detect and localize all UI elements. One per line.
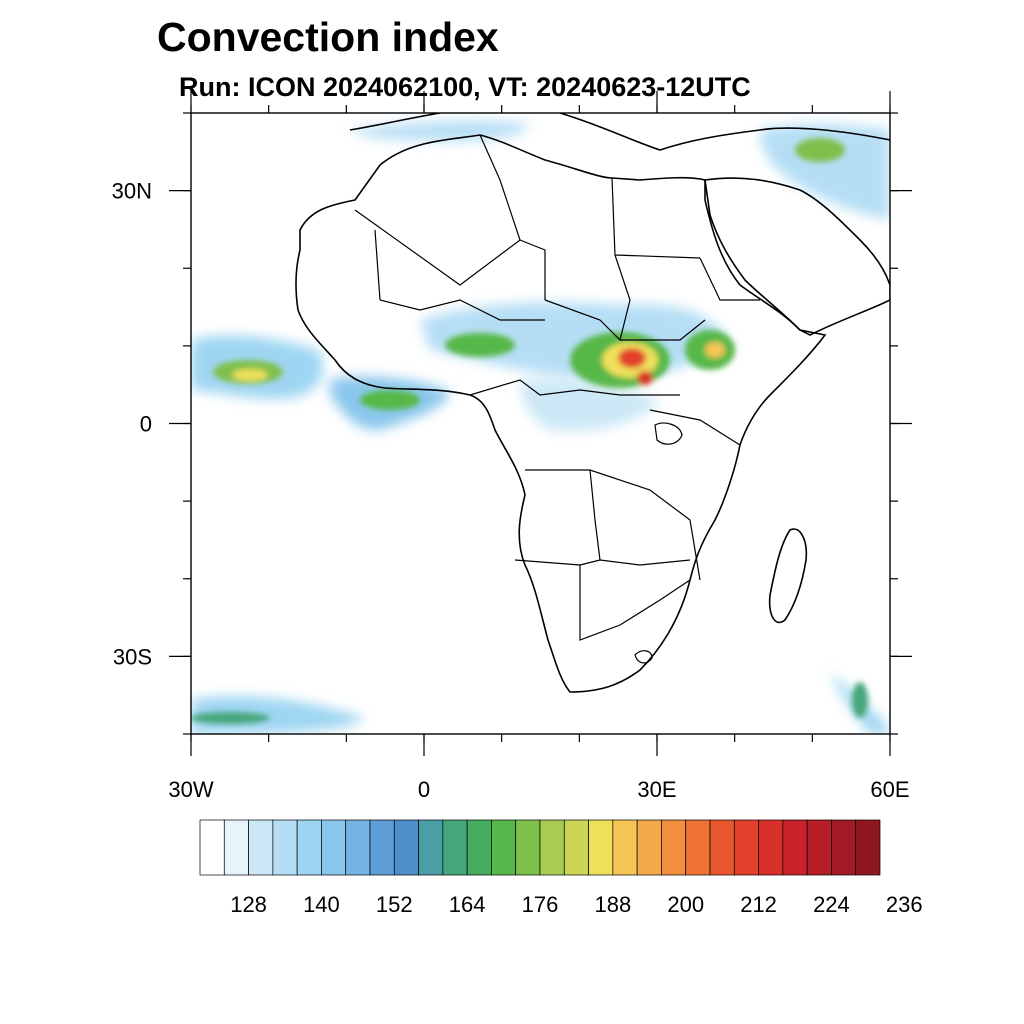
colorbar-swatch [418, 819, 444, 876]
colorbar-swatch [758, 819, 784, 876]
colorbar-tick-label: 152 [376, 892, 413, 917]
y-tick-label: 30N [112, 179, 152, 204]
colorbar-swatch [563, 819, 589, 876]
colorbar-tick-label: 212 [740, 892, 777, 917]
colorbar-swatch [272, 819, 298, 876]
border-line [479, 134, 521, 241]
colorbar-tick-label: 188 [594, 892, 631, 917]
lesotho-outline [634, 650, 653, 664]
colorbar-swatch [321, 819, 347, 876]
border-line [589, 469, 601, 561]
madagascar-coastline [768, 528, 808, 624]
colorbar-swatch [709, 819, 735, 876]
border-line [525, 469, 701, 581]
border-line [379, 299, 545, 321]
colorbar-tick-label: 200 [667, 892, 704, 917]
colorbar-swatch [588, 819, 614, 876]
colorbar-swatch [296, 819, 322, 876]
colorbar-tick-label: 164 [449, 892, 486, 917]
colorbar-swatch [491, 819, 517, 876]
colorbar-swatch [782, 819, 808, 876]
y-tick-label: 30S [113, 644, 152, 669]
border-line [614, 254, 631, 341]
colorbar-swatch [661, 819, 687, 876]
convection-area-caucasus [760, 124, 890, 220]
border-line [469, 379, 680, 396]
border-line [374, 229, 381, 301]
x-tick-label: 0 [418, 777, 430, 802]
colorbar-swatch [636, 819, 662, 876]
mediterranean-north-coastline [349, 113, 890, 151]
convection-area-south-atlantic [191, 696, 365, 734]
colorbar-swatch [223, 819, 249, 876]
colorbar-swatch [539, 819, 565, 876]
colorbar-swatch [831, 819, 857, 876]
border-line [579, 565, 691, 641]
colorbar-swatch [248, 819, 274, 876]
colorbar [199, 819, 881, 876]
colorbar-swatch [733, 819, 759, 876]
convection-field [191, 120, 890, 734]
coastlines [295, 113, 890, 693]
colorbar-tick-label: 128 [230, 892, 267, 917]
colorbar-swatch [393, 819, 419, 876]
chart-subtitle: Run: ICON 2024062100, VT: 20240623-12UTC [179, 72, 751, 102]
lake-victoria [654, 422, 683, 445]
colorbar-swatch [199, 819, 225, 876]
colorbar-swatch [612, 819, 638, 876]
y-tick-label: 0 [140, 412, 152, 437]
colorbar-swatch [806, 819, 832, 876]
border-line [699, 257, 760, 301]
axis-ticks [169, 91, 912, 756]
chart-title: Convection index [157, 14, 499, 60]
colorbar-swatch [685, 819, 711, 876]
country-borders [354, 134, 760, 641]
colorbar-labels: 128 140 152 164 176 188 200 212 224 236 [230, 892, 922, 917]
colorbar-tick-label: 176 [522, 892, 559, 917]
colorbar-swatch [466, 819, 492, 876]
colorbar-swatch [345, 819, 371, 876]
x-tick-label: 60E [870, 777, 909, 802]
colorbar-swatch [515, 819, 541, 876]
x-tick-label: 30E [637, 777, 676, 802]
axis-tick-labels: 30W 0 30E 60E 30N 0 30S [112, 179, 910, 802]
x-tick-label: 30W [168, 777, 213, 802]
colorbar-swatch [855, 819, 881, 876]
colorbar-tick-label: 224 [813, 892, 850, 917]
colorbar-swatch [369, 819, 395, 876]
colorbar-tick-label: 140 [303, 892, 340, 917]
colorbar-swatch [442, 819, 468, 876]
border-line [649, 409, 741, 446]
colorbar-tick-label: 236 [886, 892, 923, 917]
africa-coastline [295, 134, 827, 693]
lakes [634, 422, 683, 664]
